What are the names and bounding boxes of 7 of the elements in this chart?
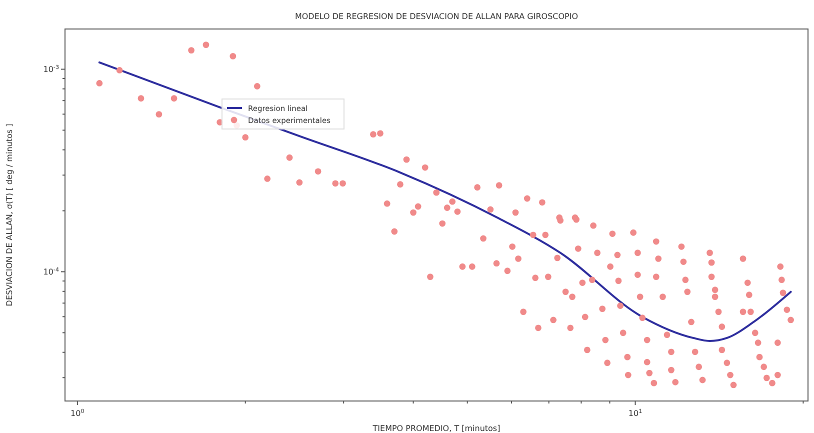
chart-title: MODELO DE REGRESION DE DESVIACION DE ALLAN PARA GIROSCOPIO xyxy=(294,12,578,21)
y-tick-label: 10$^{-4}$ xyxy=(43,266,60,277)
x-tick-label: 10$^{0}$ xyxy=(70,408,85,418)
y-tick-label: 10$^{-3}$ xyxy=(43,64,60,74)
y-axis-title: DESVIACION DE ALLAN, σ(T) [ deg / minutos ] xyxy=(5,124,14,306)
x-axis-title: TIEMPO PROMEDIO, T [minutos] xyxy=(372,424,500,433)
x-tick-label: 10$^{1}$ xyxy=(628,408,643,418)
